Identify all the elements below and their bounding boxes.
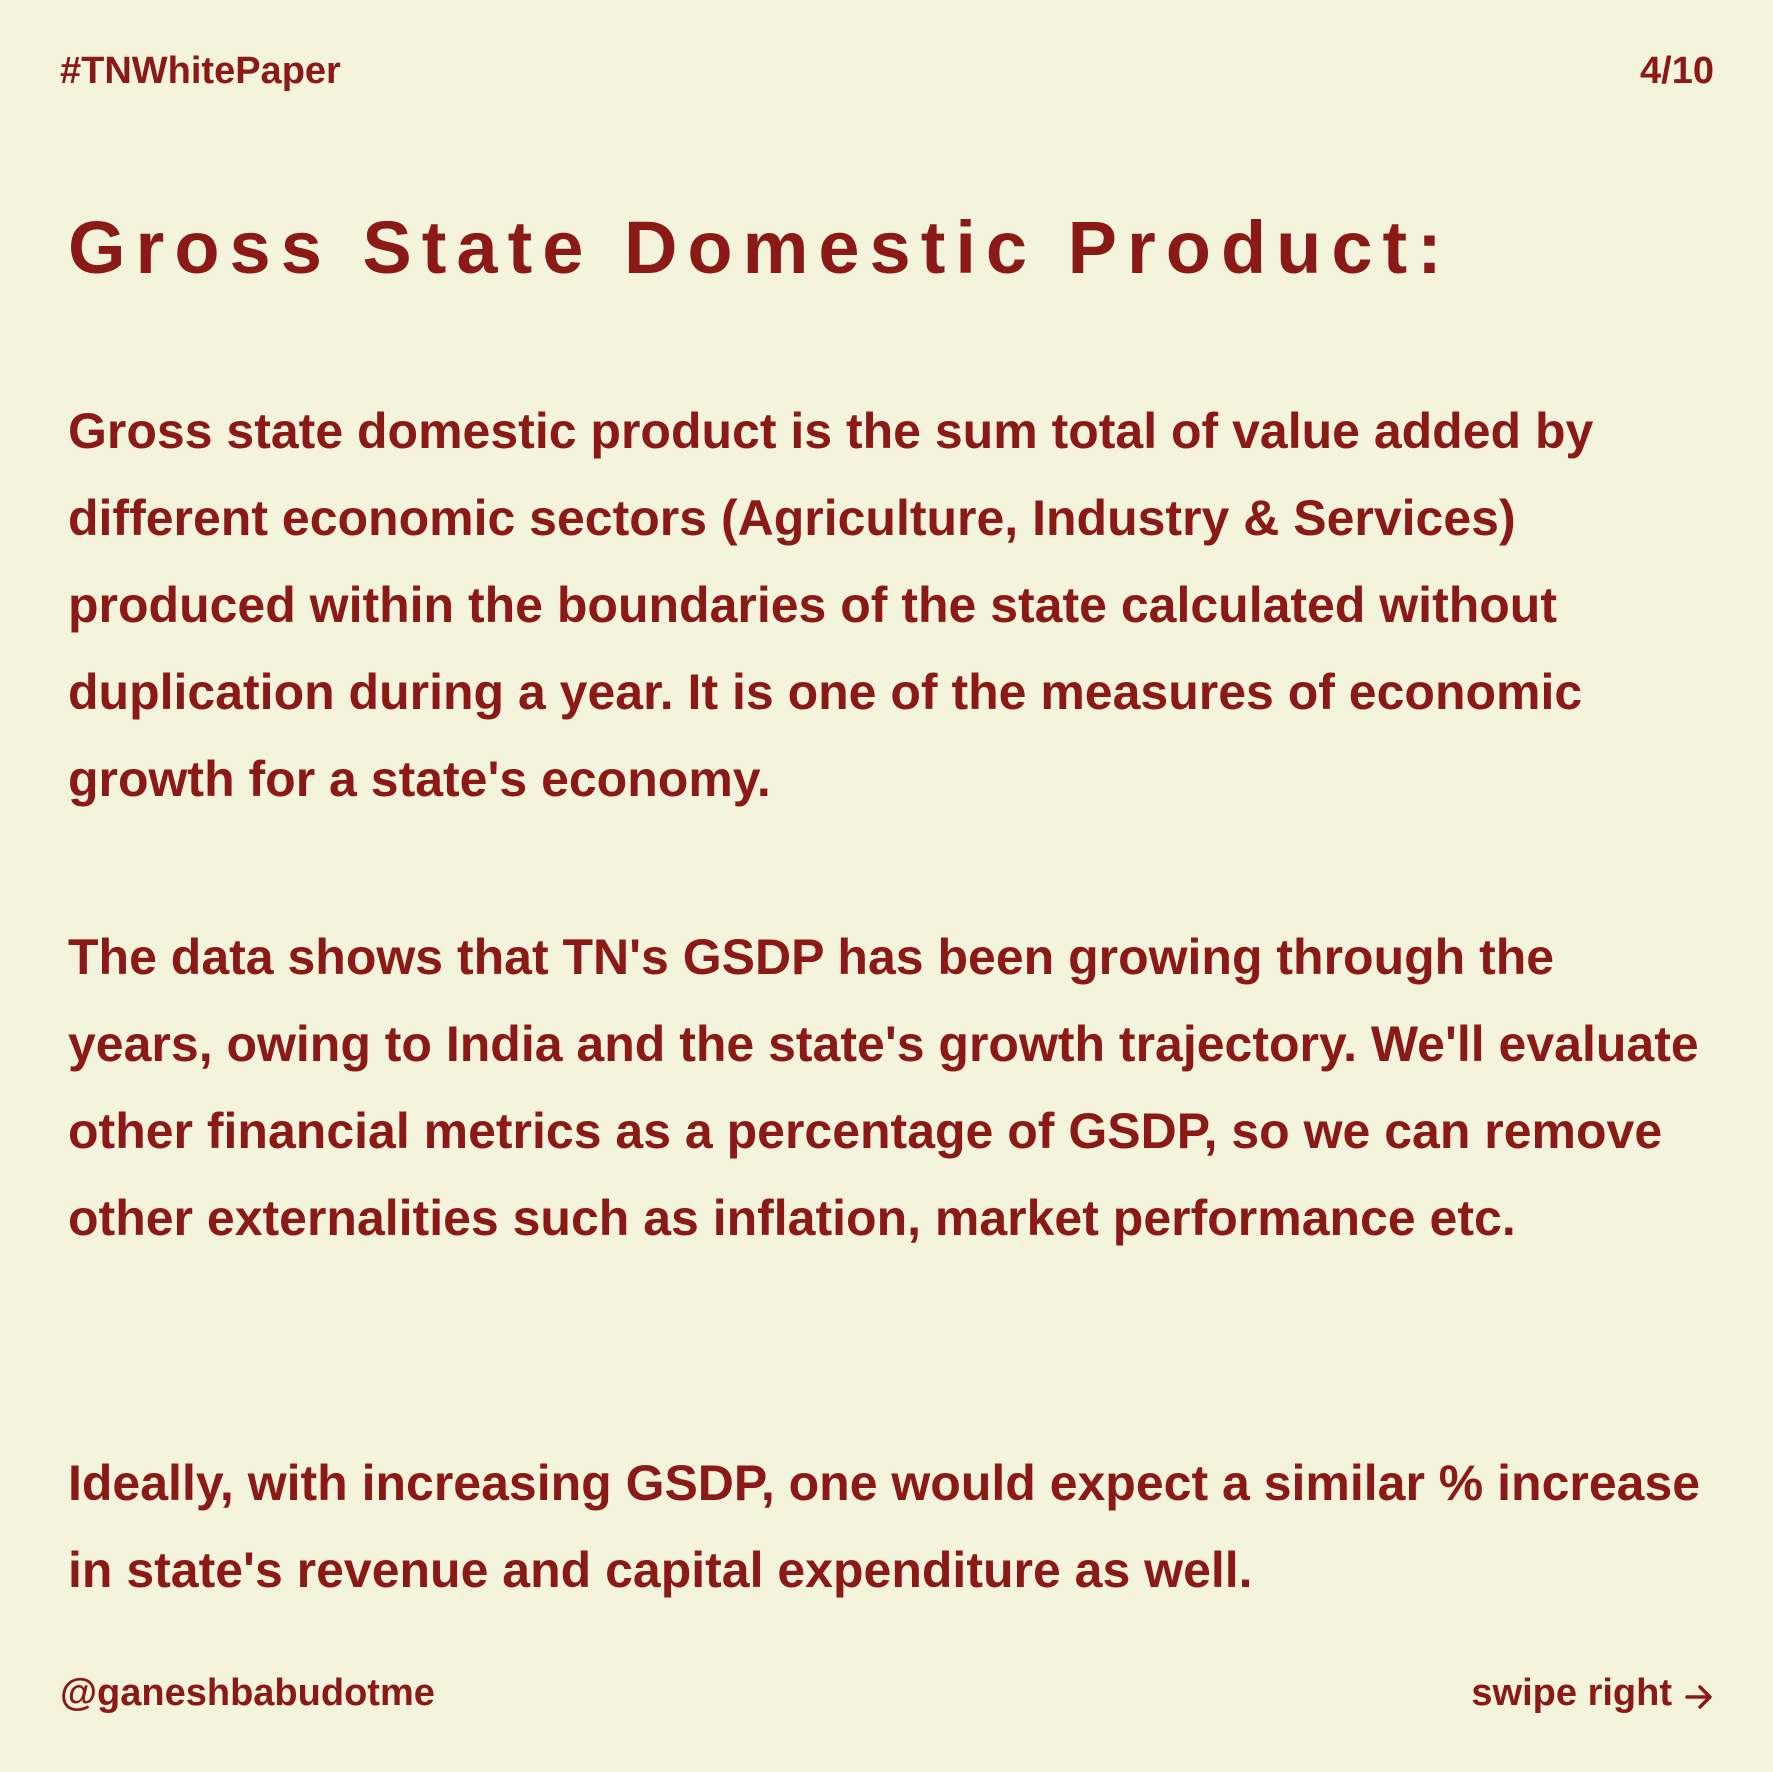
page-indicator: 4/10: [1640, 50, 1714, 92]
paragraph-definition: Gross state domestic product is the sum …: [68, 403, 1594, 807]
arrow-right-icon: [1684, 1679, 1714, 1709]
paragraph-expectation: Ideally, with increasing GSDP, one would…: [68, 1455, 1701, 1598]
swipe-label: swipe right: [1471, 1672, 1672, 1714]
page-title: Gross State Domestic Product:: [68, 206, 1452, 289]
author-handle: @ganeshbabudotme: [60, 1672, 435, 1714]
hashtag-label: #TNWhitePaper: [60, 50, 341, 92]
swipe-right-hint: swipe right: [1471, 1672, 1714, 1715]
paragraph-data-trend: The data shows that TN's GSDP has been g…: [68, 929, 1699, 1246]
